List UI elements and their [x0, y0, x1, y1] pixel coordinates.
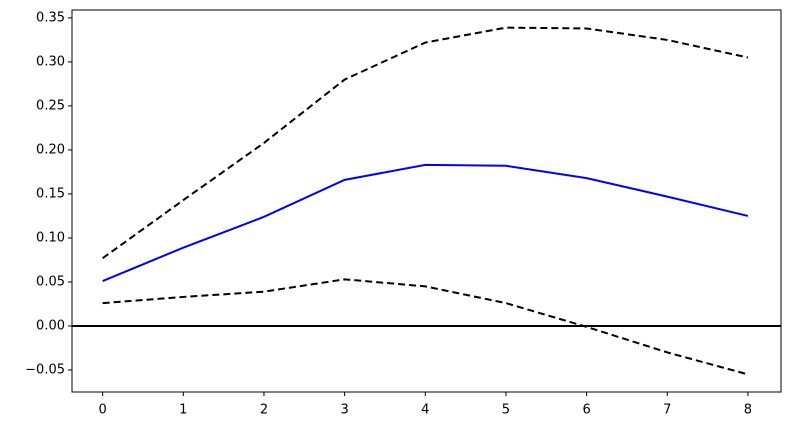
y-tick-label: 0.20 — [36, 142, 65, 157]
series-line — [102, 26, 749, 260]
y-tick-label: 0.00 — [36, 318, 65, 333]
plot-frame — [71, 9, 782, 393]
x-tick-label: 0 — [99, 403, 107, 418]
series-line — [102, 278, 749, 376]
x-tick-label: 3 — [340, 403, 348, 418]
y-tick-label: 0.10 — [36, 230, 65, 245]
y-tick-label: 0.35 — [36, 10, 65, 25]
y-tick-label: 0.15 — [36, 186, 65, 201]
x-tick-label: 4 — [421, 403, 429, 418]
series-line — [102, 163, 749, 283]
y-tick-label: 0.25 — [36, 98, 65, 113]
y-tick-label: −0.05 — [25, 362, 65, 377]
x-tick-label: 5 — [502, 403, 510, 418]
x-tick-label: 8 — [744, 403, 752, 418]
x-tick-label: 6 — [582, 403, 590, 418]
y-tick-label: 0.05 — [36, 274, 65, 289]
y-tick-label: 0.30 — [36, 54, 65, 69]
x-tick-label: 1 — [179, 403, 187, 418]
x-tick-label: 2 — [260, 403, 268, 418]
x-tick-label: 7 — [663, 403, 671, 418]
